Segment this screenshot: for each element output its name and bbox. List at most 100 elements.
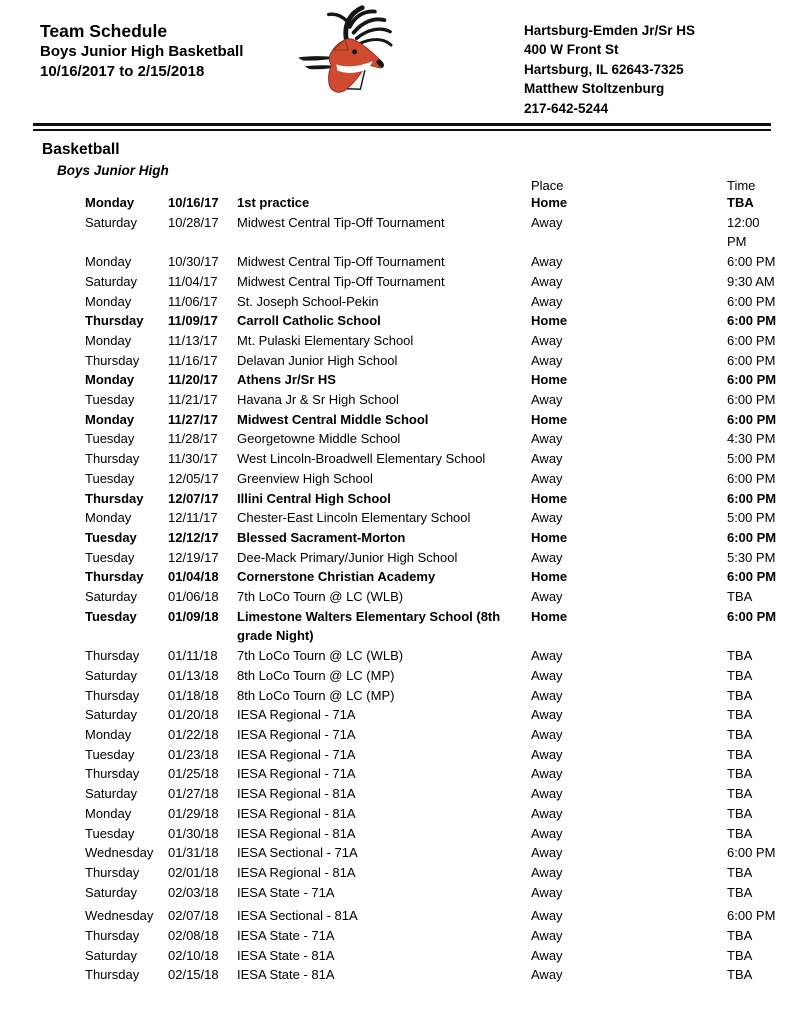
place-cell: Home: [531, 313, 568, 329]
day-cell: Saturday: [85, 786, 138, 802]
event-cell: IESA Sectional - 71A: [237, 845, 358, 861]
day-cell: Thursday: [85, 352, 140, 368]
schedule-row: Tuesday 01/23/18 IESA Regional - 71A Awa…: [85, 745, 777, 765]
date-cell: 12/05/17: [168, 470, 219, 486]
date-cell: 02/15/18: [168, 967, 219, 983]
schedule-row: Saturday 01/27/18 IESA Regional - 81A Aw…: [85, 784, 777, 804]
day-header: [85, 179, 168, 193]
date-cell: 01/04/18: [168, 569, 219, 585]
schedule-row: Monday 10/16/17 1st practice Home TBA: [85, 193, 777, 213]
schedule-row: Saturday 01/13/18 8th LoCo Tourn @ LC (M…: [85, 666, 777, 686]
place-cell: Home: [531, 569, 568, 585]
date-range: 10/16/2017 to 2/15/2018: [40, 63, 205, 80]
event-cell: Cornerstone Christian Academy: [237, 569, 436, 585]
schedule-row: Tuesday 11/21/17 Havana Jr & Sr High Sch…: [85, 390, 777, 410]
time-cell: 6:00 PM: [727, 352, 776, 368]
event-cell: Delavan Junior High School: [237, 352, 398, 368]
schedule-row: Thursday 01/25/18 IESA Regional - 71A Aw…: [85, 764, 777, 784]
place-cell: Away: [531, 766, 563, 782]
day-cell: Saturday: [85, 884, 138, 900]
date-cell: 01/20/18: [168, 707, 219, 723]
school-address1: 400 W Front St: [524, 42, 619, 58]
day-cell: Thursday: [85, 864, 140, 880]
schedule-row: Tuesday 12/19/17 Dee-Mack Primary/Junior…: [85, 548, 777, 568]
place-cell: Away: [531, 726, 563, 742]
time-header: Time: [727, 178, 756, 193]
schedule-rows: Monday 10/16/17 1st practice Home TBA Sa…: [85, 193, 777, 985]
event-cell: IESA Sectional - 81A: [237, 908, 358, 924]
place-header: Place: [531, 178, 564, 193]
place-cell: Away: [531, 392, 563, 408]
schedule-row: Tuesday 11/28/17 Georgetowne Middle Scho…: [85, 429, 777, 449]
event-cell: Midwest Central Tip-Off Tournament: [237, 273, 445, 289]
event-cell: 7th LoCo Tourn @ LC (WLB): [237, 589, 404, 605]
schedule-row: Thursday 01/04/18 Cornerstone Christian …: [85, 567, 777, 587]
place-cell: Away: [531, 908, 563, 924]
date-cell: 11/09/17: [168, 313, 218, 329]
time-cell: 6:00 PM: [727, 608, 777, 624]
event-cell: IESA Regional - 81A: [237, 805, 356, 821]
place-cell: Away: [531, 254, 563, 270]
event-cell: Midwest Central Middle School: [237, 411, 429, 427]
event-cell: 8th LoCo Tourn @ LC (MP): [237, 667, 395, 683]
date-cell: 01/23/18: [168, 746, 219, 762]
time-cell: TBA: [727, 967, 753, 983]
day-cell: Thursday: [85, 687, 140, 703]
contact-phone: 217-642-5244: [524, 100, 609, 116]
time-cell: TBA: [727, 726, 753, 742]
day-cell: Tuesday: [85, 549, 135, 565]
event-cell: IESA Regional - 71A: [237, 707, 356, 723]
date-cell: 01/27/18: [168, 786, 219, 802]
place-cell: Away: [531, 451, 563, 467]
date-cell: 01/11/18: [168, 648, 218, 664]
day-cell: Monday: [85, 293, 132, 309]
time-cell: 12:00 PM: [727, 214, 760, 250]
place-cell: Away: [531, 746, 563, 762]
place-cell: Home: [531, 529, 568, 545]
schedule-row: Tuesday 01/30/18 IESA Regional - 81A Awa…: [85, 824, 777, 844]
schedule-row: Saturday 02/10/18 IESA State - 81A Away …: [85, 946, 777, 966]
event-cell: IESA Regional - 71A: [237, 746, 356, 762]
time-cell: TBA: [727, 825, 753, 841]
date-cell: 02/07/18: [168, 908, 219, 924]
schedule-row: Saturday 01/06/18 7th LoCo Tourn @ LC (W…: [85, 587, 777, 607]
time-cell: TBA: [727, 947, 753, 963]
day-cell: Saturday: [85, 667, 138, 683]
event-cell: West Lincoln-Broadwell Elementary School: [237, 451, 486, 467]
date-cell: 10/28/17: [168, 214, 219, 230]
date-cell: 10/16/17: [168, 195, 219, 210]
day-cell: Tuesday: [85, 746, 135, 762]
event-cell: 8th LoCo Tourn @ LC (MP): [237, 687, 395, 703]
place-cell: Away: [531, 589, 563, 605]
time-cell: 6:00 PM: [727, 470, 776, 486]
school-address2: Hartsburg, IL 62643-7325: [524, 61, 684, 77]
date-cell: 12/12/17: [168, 529, 219, 545]
place-cell: Home: [531, 372, 568, 388]
place-cell: Away: [531, 470, 563, 486]
contact-name: Matthew Stoltzenburg: [524, 81, 665, 97]
place-cell: Away: [531, 825, 563, 841]
day-cell: Tuesday: [85, 431, 135, 447]
date-cell: 01/31/18: [168, 845, 219, 861]
event-cell: IESA State - 71A: [237, 928, 335, 944]
place-cell: Away: [531, 805, 563, 821]
day-cell: Saturday: [85, 947, 138, 963]
day-cell: Thursday: [85, 928, 140, 944]
place-cell: Home: [531, 608, 568, 624]
date-cell: 12/11/17: [168, 510, 218, 526]
schedule-row: Monday 11/13/17 Mt. Pulaski Elementary S…: [85, 331, 777, 351]
event-cell: Dee-Mack Primary/Junior High School: [237, 549, 458, 565]
schedule-row: Tuesday 01/09/18 Limestone Walters Eleme…: [85, 607, 777, 646]
event-cell: Greenview High School: [237, 470, 373, 486]
schedule-row: Thursday 02/08/18 IESA State - 71A Away …: [85, 926, 777, 946]
time-cell: 6:00 PM: [727, 411, 777, 427]
date-cell: 01/25/18: [168, 766, 219, 782]
time-cell: 5:30 PM: [727, 549, 776, 565]
place-cell: Away: [531, 707, 563, 723]
date-cell: 01/18/18: [168, 687, 219, 703]
event-cell: Georgetowne Middle School: [237, 431, 401, 447]
day-cell: Thursday: [85, 569, 144, 585]
event-cell: IESA State - 81A: [237, 947, 335, 963]
date-cell: 02/01/18: [168, 864, 219, 880]
header-divider-thin: [33, 129, 771, 131]
